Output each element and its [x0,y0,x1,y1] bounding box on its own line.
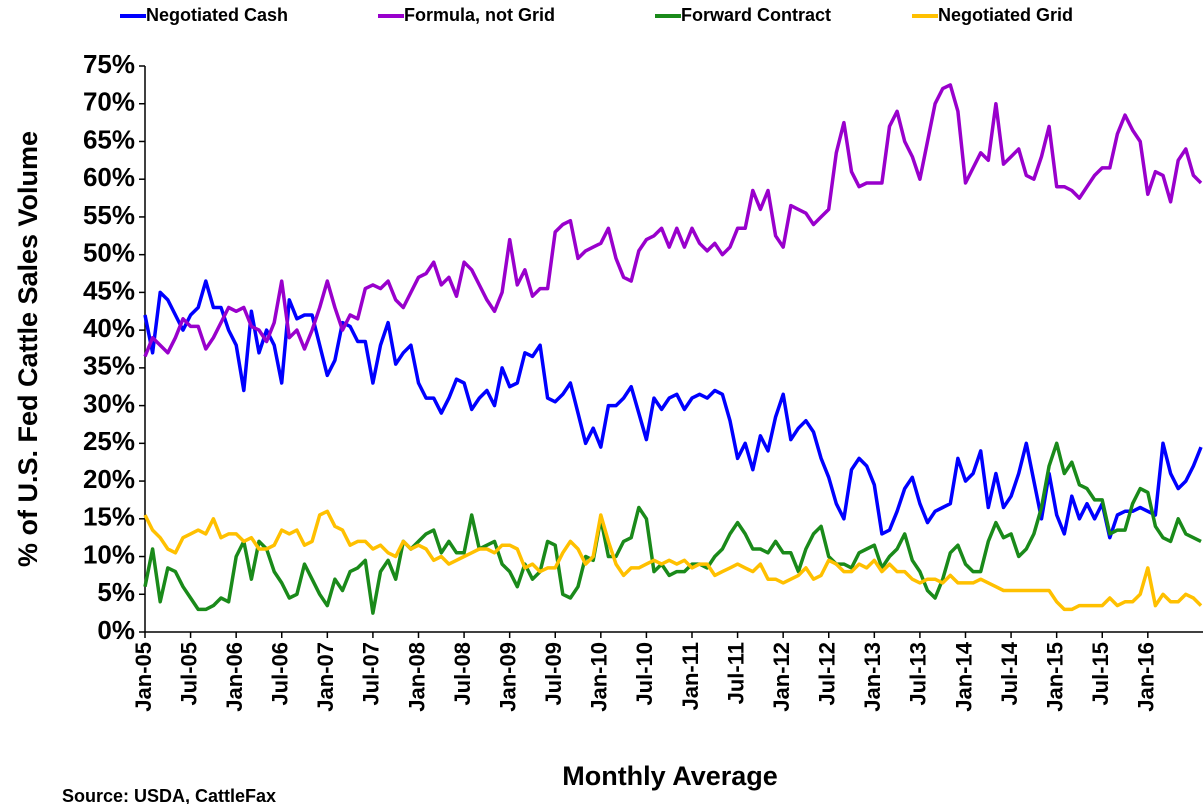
y-tick-label: 50% [83,238,135,268]
y-tick-label: 10% [83,539,135,569]
legend-label: Formula, not Grid [404,5,555,25]
legend-label: Negotiated Cash [146,5,288,25]
y-tick-label: 0% [97,615,135,645]
y-tick-label: 20% [83,464,135,494]
legend-label: Forward Contract [681,5,831,25]
x-tick-label: Jul-05 [176,642,201,706]
x-tick-label: Jan-15 [1042,642,1067,712]
x-tick-label: Jul-07 [359,642,384,706]
y-tick-label: 65% [83,124,135,154]
x-tick-label: Jul-15 [1088,642,1113,706]
x-tick-label: Jul-13 [906,642,931,706]
x-tick-label: Jul-10 [632,642,657,706]
y-tick-label: 75% [83,49,135,79]
x-tick-label: Jan-05 [131,642,156,712]
x-tick-label: Jan-13 [860,642,885,712]
x-tick-label: Jan-07 [313,642,338,712]
legend-label: Negotiated Grid [938,5,1073,25]
y-tick-label: 60% [83,162,135,192]
y-axis-title: % of U.S. Fed Cattle Sales Volume [13,131,43,567]
x-tick-label: Jan-11 [678,642,703,711]
x-tick-label: Jul-08 [450,642,475,706]
x-tick-label: Jul-14 [997,641,1022,705]
y-tick-label: 15% [83,502,135,532]
x-tick-label: Jul-12 [815,642,840,706]
y-tick-label: 30% [83,388,135,418]
x-tick-label: Jan-10 [587,642,612,712]
y-tick-label: 25% [83,426,135,456]
x-tick-label: Jul-09 [541,642,566,706]
y-tick-label: 45% [83,275,135,305]
series-line [143,441,1202,615]
y-tick-label: 35% [83,351,135,381]
series-line [143,279,1203,540]
x-tick-label: Jan-06 [222,642,247,712]
x-tick-label: Jul-06 [268,642,293,706]
series-line [143,83,1203,358]
y-tick-label: 40% [83,313,135,343]
x-tick-label: Jan-12 [769,642,794,712]
y-tick-label: 5% [97,577,135,607]
x-tick-label: Jan-14 [951,641,976,711]
source-note: Source: USDA, CattleFax [62,786,276,804]
series-line [143,509,1203,612]
x-tick-label: Jan-16 [1134,642,1159,712]
y-tick-label: 70% [83,87,135,117]
x-tick-label: Jan-09 [495,642,520,712]
x-tick-label: Jan-08 [404,642,429,712]
y-tick-label: 55% [83,200,135,230]
x-tick-label: Jul-11 [723,642,748,704]
x-axis-title: Monthly Average [562,761,778,791]
